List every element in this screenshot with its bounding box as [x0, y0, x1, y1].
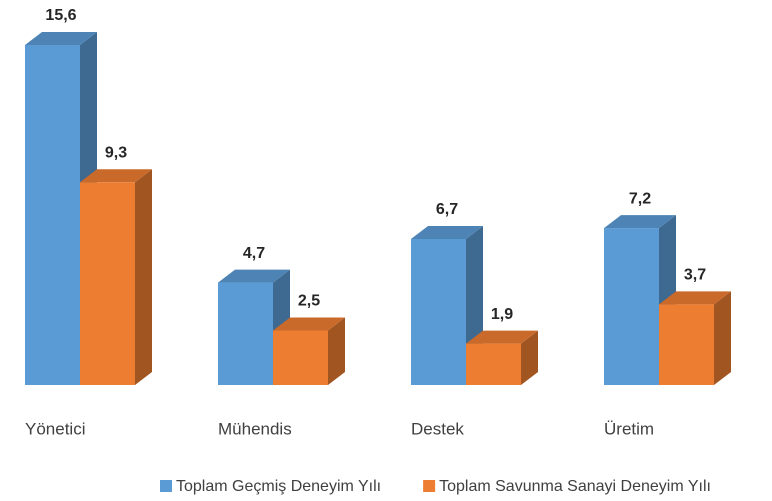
x-tick-label: Yönetici: [25, 419, 85, 438]
value-label: 6,7: [436, 201, 458, 218]
bar-top: [466, 330, 538, 344]
bar: [273, 317, 345, 385]
value-label: 7,2: [629, 190, 651, 207]
bar-front: [218, 282, 273, 385]
x-tick-label: Destek: [411, 419, 464, 438]
value-label: 9,3: [105, 145, 127, 162]
bar-top: [25, 32, 97, 45]
value-label: 3,7: [684, 267, 706, 284]
value-label: 4,7: [243, 245, 265, 262]
bar-front: [80, 182, 135, 385]
bar: [218, 269, 290, 385]
bar-top: [273, 317, 345, 331]
value-label: 1,9: [491, 306, 513, 323]
bar-top: [80, 169, 152, 183]
legend-swatch: [423, 480, 436, 492]
x-tick-label: Mühendis: [218, 419, 292, 438]
bar-front: [411, 238, 466, 385]
bar: [466, 330, 538, 385]
bar-side: [714, 291, 731, 385]
bar-side: [328, 317, 345, 385]
bar-front: [273, 330, 328, 385]
bar-top: [659, 291, 731, 305]
bar-top: [604, 215, 676, 229]
bar-side: [135, 169, 152, 385]
bar-top: [411, 225, 483, 239]
legend-label: Toplam Savunma Sanayi Deneyim Yılı: [439, 478, 711, 495]
bar-front: [466, 343, 521, 385]
bar-front: [604, 228, 659, 385]
value-label: 2,5: [298, 293, 320, 310]
bar-side: [521, 330, 538, 385]
value-label: 15,6: [45, 7, 76, 24]
bar: [659, 291, 731, 385]
legend-label: Toplam Geçmiş Deneyim Yılı: [176, 478, 381, 495]
bar-front: [25, 45, 80, 385]
bar-top: [218, 269, 290, 283]
legend-swatch: [160, 480, 172, 492]
bar-front: [659, 304, 714, 385]
bar: [80, 169, 152, 385]
x-tick-label: Üretim: [604, 419, 654, 438]
bar: [411, 225, 483, 385]
